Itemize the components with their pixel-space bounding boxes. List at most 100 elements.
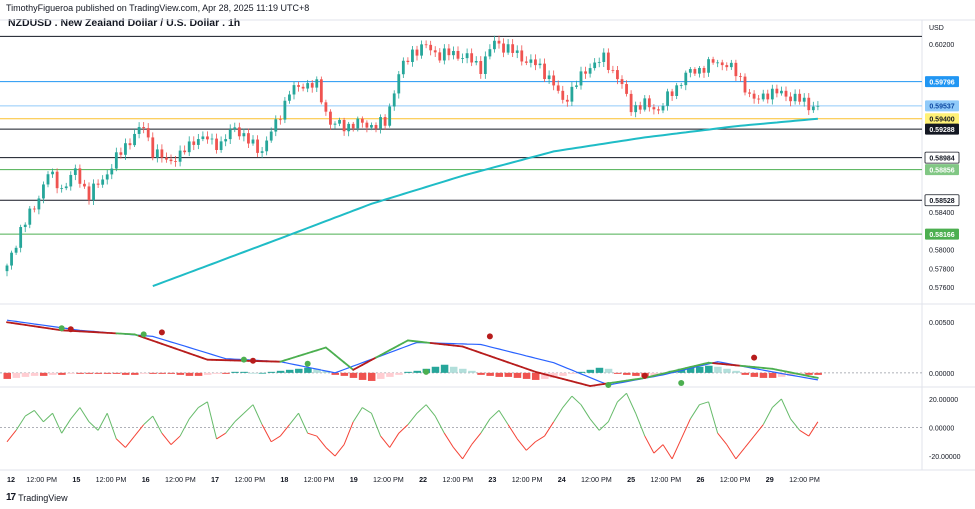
time-tick-label: 22 — [419, 475, 427, 484]
candle-up — [780, 90, 783, 94]
candle-down — [360, 118, 364, 123]
macd-histogram-bar — [531, 372, 540, 380]
price-level-badge-label: 0.59400 — [929, 116, 954, 123]
candle-up — [493, 40, 496, 50]
price-level-badge: 0.59537 — [925, 100, 959, 112]
candle-up — [242, 133, 246, 137]
candle-down — [146, 128, 150, 138]
candle-down — [520, 50, 524, 62]
candle-down — [693, 69, 697, 74]
candle-up — [802, 97, 806, 102]
macd-bear-cross-dot — [486, 333, 493, 340]
macd-histogram-bar — [58, 372, 66, 375]
osc-line-segment — [653, 444, 664, 454]
candle-up — [260, 151, 264, 153]
macd-histogram-bar — [267, 371, 276, 373]
candle-down — [83, 183, 86, 187]
tradingview-brand[interactable]: 17 TradingView — [6, 492, 68, 503]
macd-bull-cross-dot — [678, 379, 685, 386]
osc-line-segment — [279, 424, 290, 437]
macd-histogram-bar — [349, 372, 358, 378]
candle-down — [789, 96, 792, 102]
candle-down — [552, 75, 556, 86]
osc-line-segment — [571, 395, 582, 406]
macd-histogram-bar — [404, 371, 412, 373]
candle-down — [278, 119, 282, 121]
macd-bull-cross-dot — [58, 325, 65, 332]
candle-down — [433, 50, 437, 53]
osc-line-segment — [744, 435, 755, 448]
candle-down — [620, 79, 624, 85]
osc-line-segment — [270, 435, 281, 443]
macd-bull-cross-dot — [304, 360, 311, 367]
macd-histogram-bar — [258, 372, 267, 374]
candle-down — [511, 44, 515, 53]
macd-histogram-bar — [705, 365, 713, 373]
macd-histogram-bar — [568, 372, 576, 374]
macd-histogram-bar — [313, 368, 321, 373]
candle-down — [784, 90, 788, 97]
macd-histogram-bar — [714, 366, 722, 373]
time-tick-label: 12:00 PM — [789, 475, 820, 484]
osc-line-segment — [480, 418, 491, 434]
osc-line-segment — [125, 435, 135, 448]
osc-line-segment — [617, 392, 627, 403]
price-level-badge: 0.58528 — [924, 194, 960, 207]
price-level-badge-label: 0.58528 — [929, 198, 954, 205]
candle-up — [452, 50, 455, 56]
candle-up — [370, 124, 373, 128]
candle-up — [506, 44, 510, 53]
candle-up — [274, 119, 278, 132]
macd-histogram-bar — [222, 372, 230, 374]
candle-down — [438, 52, 442, 61]
candle-down — [415, 49, 419, 56]
candle-up — [315, 79, 319, 88]
osc-line-segment — [234, 412, 245, 423]
macd-histogram-bar — [285, 369, 294, 373]
ema-line — [152, 117, 818, 288]
price-level-badge-bg — [925, 228, 959, 240]
macd-bull-cross-dot — [240, 356, 247, 363]
osc-line-segment — [535, 435, 545, 443]
osc-line-segment — [362, 407, 372, 414]
macd-histogram-bar — [30, 372, 39, 376]
candle-up — [392, 93, 396, 107]
osc-line-segment — [808, 421, 819, 437]
osc-line-segment — [689, 404, 700, 420]
macd-histogram-bar — [167, 372, 175, 374]
price-level-badge: 0.58984 — [924, 151, 960, 164]
candle-down — [524, 61, 528, 63]
macd-bear-cross-dot — [250, 357, 256, 364]
candle-up — [529, 59, 533, 63]
candle-down — [616, 70, 619, 80]
osc-line-segment — [261, 424, 272, 442]
osc-line-segment — [380, 435, 391, 448]
osc-line-segment — [553, 407, 564, 423]
macd-histogram-bar — [203, 372, 212, 375]
osc-line-segment — [143, 415, 154, 426]
osc-line-segment — [598, 421, 609, 431]
candle-up — [14, 247, 18, 253]
candle-down — [237, 127, 241, 137]
macd-histogram-bar — [522, 372, 531, 379]
candle-down — [775, 88, 779, 94]
osc-tick-label: 20.00000 — [929, 397, 958, 404]
candle-down — [342, 119, 346, 132]
osc-line-segment — [717, 432, 728, 445]
macd-bull-cross-dot — [423, 368, 430, 375]
macd-histogram-bar — [121, 372, 130, 375]
candle-up — [579, 71, 583, 86]
candle-down — [169, 159, 173, 162]
candle-up — [92, 183, 95, 201]
candle-up — [60, 188, 64, 189]
candle-up — [684, 72, 688, 86]
macd-histogram-bar — [249, 372, 257, 374]
osc-line-segment — [88, 421, 99, 431]
candle-down — [119, 152, 123, 155]
osc-line-segment — [24, 409, 35, 417]
candle-down — [32, 208, 36, 210]
candle-up — [483, 56, 487, 74]
macd-line-segment — [812, 376, 819, 379]
macd-tick-label: 0.00000 — [929, 371, 954, 378]
